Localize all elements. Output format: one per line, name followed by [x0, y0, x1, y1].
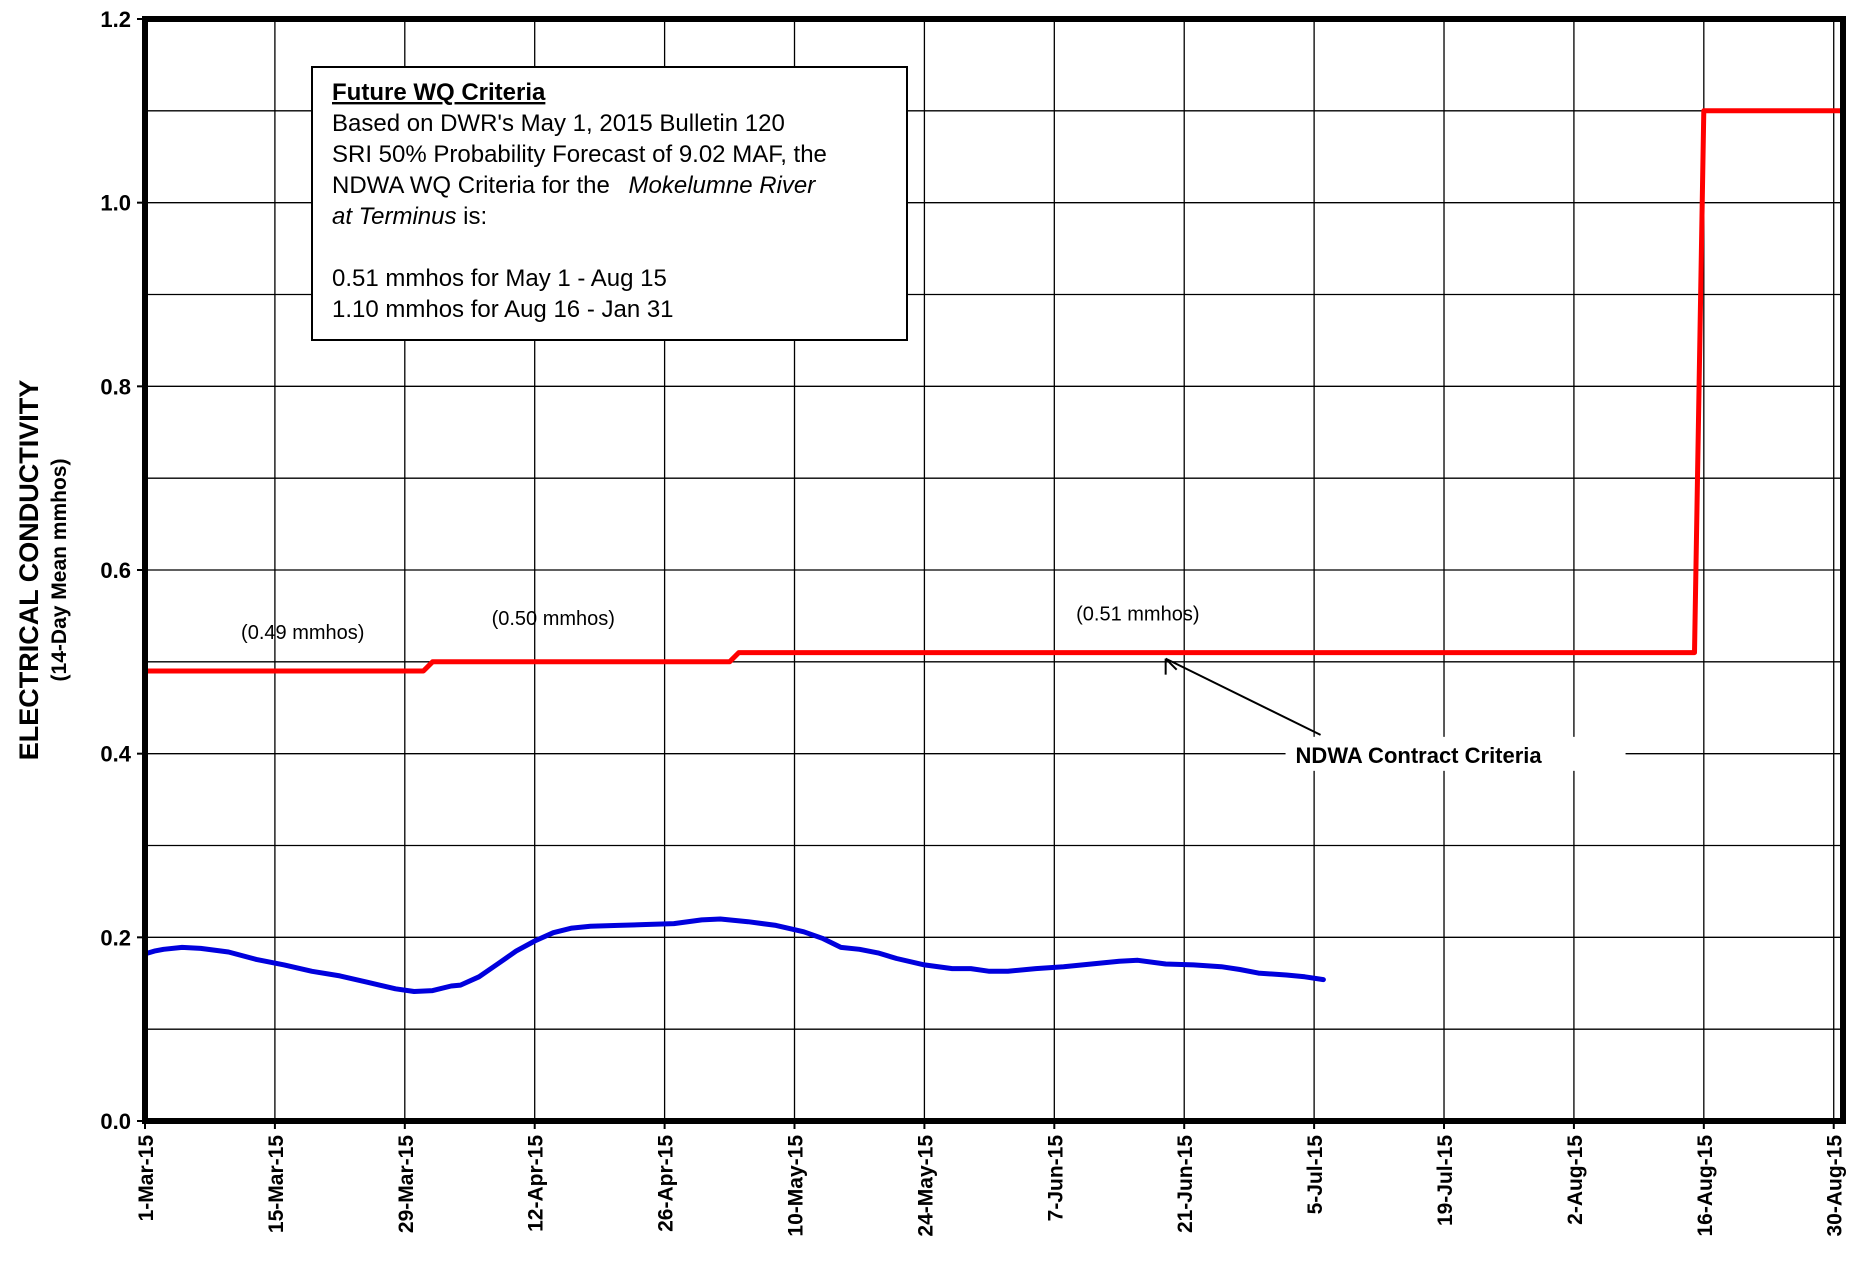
y-tick-label: 1.0 — [100, 191, 131, 216]
info-box-line2: SRI 50% Probability Forecast of 9.02 MAF… — [332, 141, 827, 168]
info-box-line3: NDWA WQ Criteria for the Mokelumne River — [332, 172, 816, 199]
ec-series-line — [142, 916, 1326, 994]
callout-label-bg — [1285, 736, 1626, 771]
y-axis-sublabel: (14-Day Mean mmhos) — [48, 459, 71, 682]
x-tick-label: 19-Jul-15 — [1434, 1135, 1457, 1226]
x-tick-label: 5-Jul-15 — [1304, 1135, 1327, 1215]
level-annotation: (0.49 mmhos) — [241, 622, 364, 644]
info-box-line3-prefix: NDWA WQ Criteria for the — [332, 172, 610, 199]
info-box-line4-italic: at Terminus — [332, 203, 457, 230]
x-tick-label: 30-Aug-15 — [1824, 1135, 1847, 1237]
y-tick-label: 0.0 — [100, 1109, 131, 1134]
series-layer — [142, 108, 1846, 994]
x-tick-label: 24-May-15 — [914, 1135, 937, 1237]
criteria-series-line — [142, 108, 1846, 674]
info-box-frame — [311, 66, 908, 341]
info-box-line1: Based on DWR's May 1, 2015 Bulletin 120 — [332, 110, 785, 137]
x-tick-label: 10-May-15 — [785, 1135, 808, 1237]
x-tick-label: 15-Mar-15 — [265, 1135, 288, 1233]
callout-label: NDWA Contract Criteria — [1296, 743, 1543, 768]
x-tick-label: 7-Jun-15 — [1044, 1135, 1067, 1222]
info-box-line4: at Terminus is: — [332, 203, 487, 230]
y-tick-label: 0.8 — [100, 374, 131, 399]
info-box-line4-suffix: is: — [463, 203, 487, 230]
level-annotation: (0.51 mmhos) — [1076, 604, 1199, 626]
x-tick-label: 12-Apr-15 — [525, 1135, 548, 1232]
y-axis-label: ELECTRICAL CONDUCTIVITY — [14, 380, 44, 761]
x-tick-label: 26-Apr-15 — [655, 1135, 678, 1232]
annotations: (0.49 mmhos) (0.50 mmhos) (0.51 mmhos) NDWA… — [241, 604, 1626, 771]
callout-leader — [1165, 657, 1321, 736]
info-box-title: Future WQ Criteria — [332, 79, 546, 106]
y-tick-label: 0.2 — [100, 925, 131, 950]
callout-arrowhead — [1164, 657, 1178, 671]
y-axis: 0.0 0.2 0.4 0.6 0.8 1.0 1.2 — [100, 7, 145, 1134]
y-tick-label: 1.2 — [100, 7, 131, 32]
info-box-line5: 0.51 mmhos for May 1 - Aug 15 — [332, 265, 667, 292]
x-tick-label: 2-Aug-15 — [1564, 1135, 1587, 1225]
y-tick-label: 0.6 — [100, 558, 131, 583]
info-box: Future WQ Criteria Based on DWR's May 1,… — [311, 66, 908, 341]
level-annotation: (0.50 mmhos) — [492, 608, 615, 630]
y-tick-label: 0.4 — [100, 742, 131, 767]
info-box-line3-italic: Mokelumne River — [629, 172, 817, 199]
x-tick-label: 29-Mar-15 — [395, 1135, 418, 1233]
info-box-line6: 1.10 mmhos for Aug 16 - Jan 31 — [332, 296, 674, 323]
x-tick-label: 1-Mar-15 — [135, 1135, 158, 1222]
x-axis: 1-Mar-15 15-Mar-15 29-Mar-15 12-Apr-15 26-Ap… — [135, 1121, 1847, 1237]
x-tick-label: 21-Jun-15 — [1174, 1135, 1197, 1233]
x-tick-label: 16-Aug-15 — [1694, 1135, 1717, 1237]
